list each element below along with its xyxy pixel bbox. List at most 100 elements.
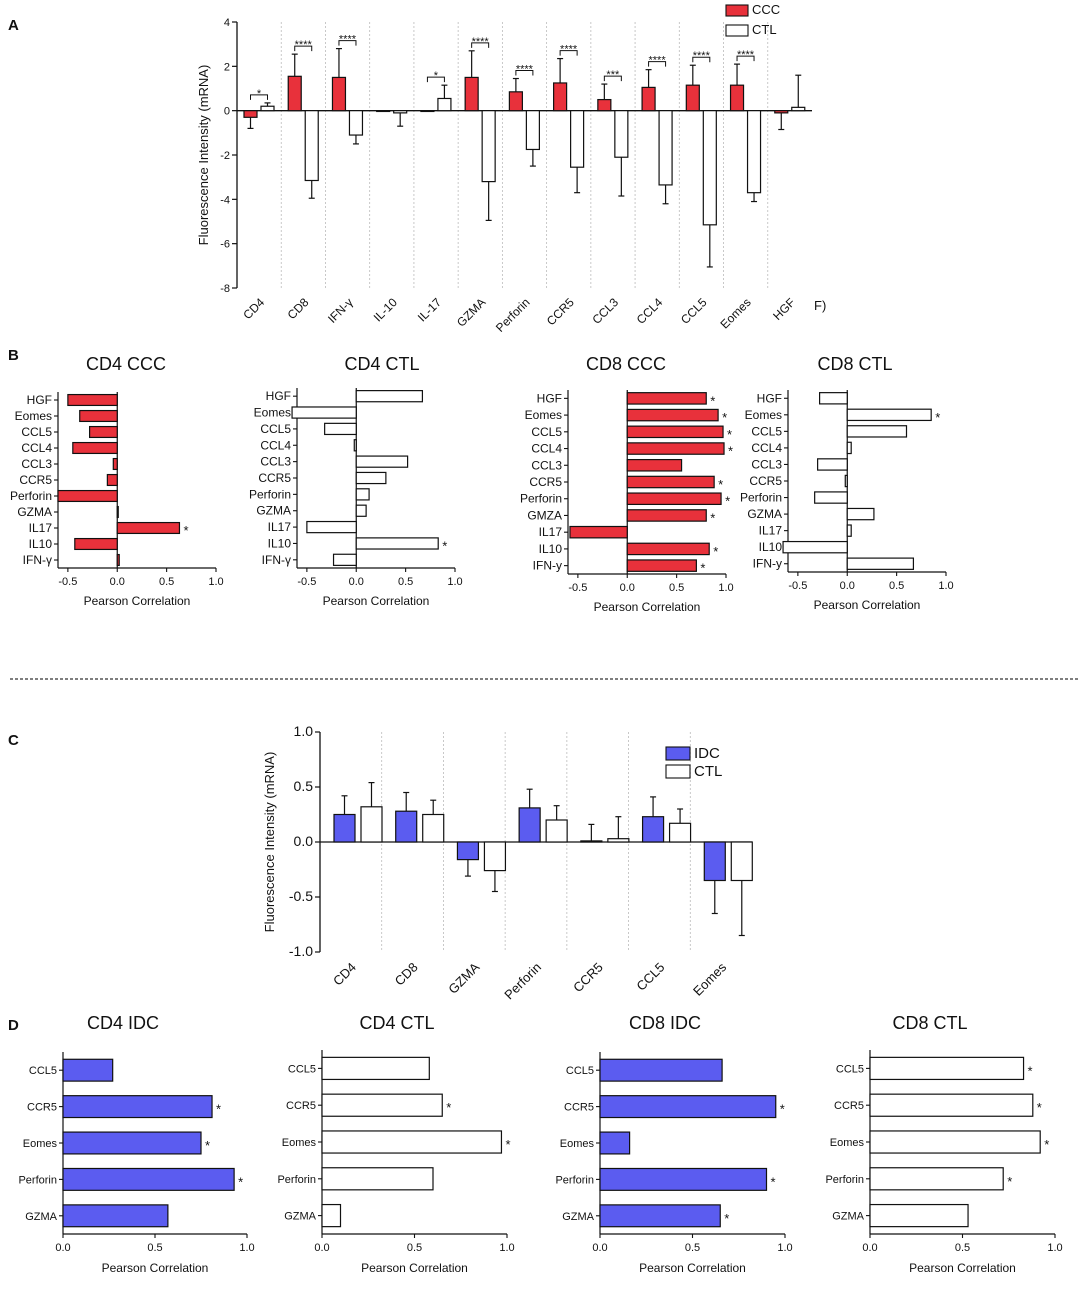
bar (306, 520, 357, 534)
bar-ctl (730, 841, 753, 882)
significance-star: * (725, 494, 730, 509)
x-tick-label: 0.5 (159, 576, 174, 588)
bar-ctl (260, 105, 275, 112)
category-label: Eomes (830, 1137, 865, 1149)
category-label: HGF (266, 389, 291, 403)
significance-star: * (1037, 1100, 1042, 1115)
bar-ctl (437, 97, 452, 112)
category-label: Perforin (10, 489, 52, 503)
bar-ccc (287, 75, 302, 112)
category-label: Perforin (740, 491, 782, 505)
bar-ctl (658, 110, 673, 186)
x-tick-label: 0.0 (840, 580, 855, 592)
category-label: Eomes (23, 1138, 58, 1150)
bar (817, 458, 848, 471)
significance-star: * (722, 410, 727, 425)
y-tick-label: -2 (220, 150, 230, 162)
significance-bracket (250, 94, 268, 100)
panel-b-charts: CD4 CCC -0.5 0.0 0.5 1.0 Pearson Correlation H… (10, 354, 954, 614)
bar (844, 474, 848, 488)
category-label: CCL5 (531, 425, 562, 439)
significance-stars: * (434, 70, 439, 82)
bar (355, 390, 424, 403)
bar (599, 1095, 777, 1119)
category-label: Eomes (525, 408, 562, 422)
significance-bracket (515, 70, 534, 76)
category-label: IL10 (29, 537, 53, 551)
y-tick-label: -6 (220, 239, 230, 251)
chart-title: CD4 CTL (359, 1013, 434, 1033)
panel-a-chart: -8 -6 -4 -2 0 2 4 Fluorescence Intensity (mRNA)… (196, 2, 826, 335)
category-label: IL-17 (415, 295, 444, 324)
y-tick-label: 1.0 (294, 723, 314, 739)
x-tick-label: 0.5 (889, 580, 904, 592)
legend-label: CCC (752, 2, 780, 17)
y-tick-label: 0.0 (294, 833, 314, 849)
x-tick-label: -0.5 (58, 576, 77, 588)
bar-ctl (393, 110, 408, 114)
legend-swatch (725, 4, 749, 17)
bar (116, 521, 181, 535)
bar (355, 471, 387, 485)
panel-label-d: D (8, 1017, 19, 1034)
legend-swatch (665, 764, 691, 779)
category-label: Eomes (717, 295, 753, 331)
category-label: Perforin (520, 492, 562, 506)
category-label: IL17 (539, 525, 563, 539)
x-tick-label: 0.5 (407, 1242, 422, 1254)
significance-star: * (718, 477, 723, 492)
x-tick-label: 0.0 (349, 576, 364, 588)
category-label: CCL5 (260, 422, 291, 436)
bar (869, 1203, 969, 1228)
category-label: CCR5 (286, 1100, 316, 1112)
x-axis-title: Pearson Correlation (814, 598, 921, 612)
category-label: CCL3 (751, 457, 782, 471)
chart-title: CD8 CTL (817, 354, 892, 374)
significance-star: * (183, 523, 188, 538)
category-label: CCR5 (27, 1102, 57, 1114)
bar-ccc (331, 76, 347, 112)
category-label: IFN-y (533, 559, 562, 573)
bar (79, 409, 118, 423)
significance-star: * (1028, 1063, 1033, 1078)
category-label: Perforin (249, 487, 291, 501)
bar (626, 559, 697, 572)
bar (846, 441, 852, 455)
bar (626, 492, 722, 506)
bar (88, 425, 118, 439)
category-label: CCL5 (288, 1063, 316, 1075)
x-tick-label: 1.0 (499, 1242, 514, 1254)
bar (626, 542, 710, 556)
x-tick-label: 0.0 (314, 1242, 329, 1254)
category-label: IL17 (268, 520, 292, 534)
category-label: CCL3 (21, 457, 52, 471)
category-label: CCR5 (570, 960, 606, 996)
significance-star: * (442, 538, 447, 553)
bar-ctl (304, 110, 319, 182)
category-label: IL10 (759, 540, 783, 554)
bar (116, 505, 119, 519)
category-label: CD4 (330, 960, 359, 989)
category-label: IL17 (29, 521, 53, 535)
legend-label: CTL (694, 763, 722, 780)
bar (626, 509, 707, 522)
bar-idc (456, 841, 480, 861)
x-tick-label: 0.5 (669, 582, 684, 594)
x-tick-label: 0.5 (955, 1242, 970, 1254)
x-axis-title: Pearson Correlation (323, 594, 430, 608)
y-tick-label: 4 (224, 17, 230, 29)
significance-star: * (728, 444, 733, 459)
significance-bracket (426, 76, 445, 83)
y-tick-label: -0.5 (289, 888, 313, 904)
significance-star: * (724, 1211, 729, 1226)
bar-ctl (614, 110, 629, 158)
x-tick-label: -0.5 (568, 582, 587, 594)
category-label: CCL5 (566, 1065, 594, 1077)
bar (62, 1131, 202, 1155)
category-label: CCR5 (19, 473, 52, 487)
bar-ctl (360, 806, 383, 843)
significance-stars: **** (339, 34, 357, 46)
significance-stars: **** (693, 50, 711, 62)
category-label: CCL3 (260, 455, 291, 469)
